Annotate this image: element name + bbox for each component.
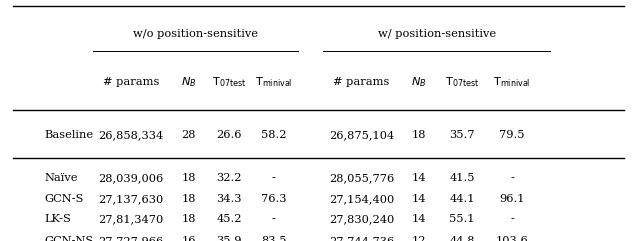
Text: Naïve: Naïve	[45, 173, 78, 183]
Text: $\mathrm{T_{07test}}$: $\mathrm{T_{07test}}$	[212, 75, 246, 89]
Text: $N_B$: $N_B$	[412, 75, 427, 89]
Text: 44.8: 44.8	[449, 236, 475, 241]
Text: -: -	[510, 173, 514, 183]
Text: 18: 18	[182, 214, 196, 224]
Text: 18: 18	[412, 130, 426, 140]
Text: 55.1: 55.1	[449, 214, 475, 224]
Text: 27,137,630: 27,137,630	[99, 194, 164, 204]
Text: 41.5: 41.5	[449, 173, 475, 183]
Text: -: -	[272, 173, 276, 183]
Text: 58.2: 58.2	[261, 130, 287, 140]
Text: 32.2: 32.2	[216, 173, 242, 183]
Text: LK-S: LK-S	[45, 214, 72, 224]
Text: 28,039,006: 28,039,006	[99, 173, 164, 183]
Text: 27,81,3470: 27,81,3470	[99, 214, 164, 224]
Text: 28: 28	[182, 130, 196, 140]
Text: 27,744,736: 27,744,736	[329, 236, 394, 241]
Text: w/ position-sensitive: w/ position-sensitive	[378, 29, 496, 39]
Text: 45.2: 45.2	[216, 214, 242, 224]
Text: # params: # params	[333, 77, 390, 87]
Text: 28,055,776: 28,055,776	[329, 173, 394, 183]
Text: 14: 14	[412, 214, 426, 224]
Text: 35.9: 35.9	[216, 236, 242, 241]
Text: 27,154,400: 27,154,400	[329, 194, 394, 204]
Text: $N_B$: $N_B$	[181, 75, 196, 89]
Text: Baseline: Baseline	[45, 130, 94, 140]
Text: 12: 12	[412, 236, 426, 241]
Text: 27,830,240: 27,830,240	[329, 214, 394, 224]
Text: 14: 14	[412, 173, 426, 183]
Text: 26,858,334: 26,858,334	[99, 130, 164, 140]
Text: 96.1: 96.1	[499, 194, 525, 204]
Text: -: -	[510, 214, 514, 224]
Text: 34.3: 34.3	[216, 194, 242, 204]
Text: 26,875,104: 26,875,104	[329, 130, 394, 140]
Text: 44.1: 44.1	[449, 194, 475, 204]
Text: $\mathrm{T_{minival}}$: $\mathrm{T_{minival}}$	[255, 75, 292, 89]
Text: 16: 16	[182, 236, 196, 241]
Text: GCN-S: GCN-S	[45, 194, 84, 204]
Text: 27,727,966: 27,727,966	[99, 236, 164, 241]
Text: $\mathrm{T_{minival}}$: $\mathrm{T_{minival}}$	[493, 75, 531, 89]
Text: $\mathrm{T_{07test}}$: $\mathrm{T_{07test}}$	[445, 75, 479, 89]
Text: 26.6: 26.6	[216, 130, 242, 140]
Text: 79.5: 79.5	[499, 130, 525, 140]
Text: 76.3: 76.3	[261, 194, 287, 204]
Text: 18: 18	[182, 173, 196, 183]
Text: w/o position-sensitive: w/o position-sensitive	[132, 29, 258, 39]
Text: 18: 18	[182, 194, 196, 204]
Text: GCN-NS: GCN-NS	[45, 236, 94, 241]
Text: 103.6: 103.6	[495, 236, 529, 241]
Text: 14: 14	[412, 194, 426, 204]
Text: # params: # params	[103, 77, 159, 87]
Text: -: -	[272, 214, 276, 224]
Text: 83.5: 83.5	[261, 236, 287, 241]
Text: 35.7: 35.7	[449, 130, 475, 140]
